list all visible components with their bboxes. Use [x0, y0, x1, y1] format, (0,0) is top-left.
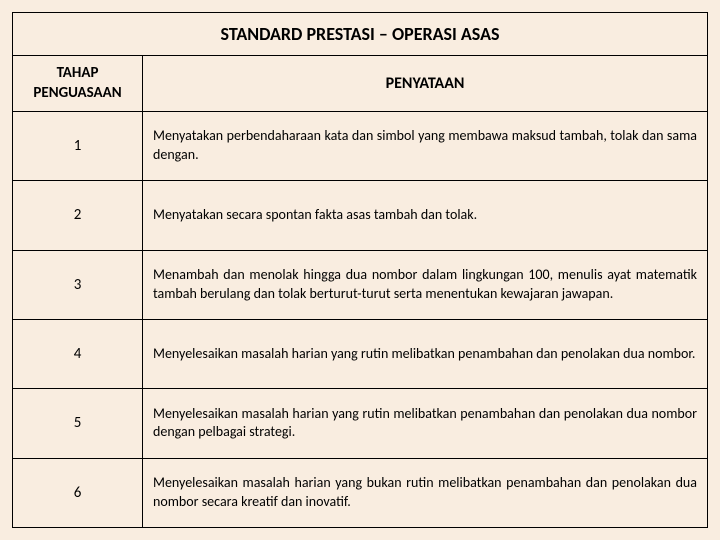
cell-description: Menyelesaikan masalah harian yang bukan …: [143, 459, 707, 527]
cell-level: 2: [13, 181, 143, 249]
table-container: STANDARD PRESTASI – OPERASI ASAS TAHAP P…: [12, 12, 708, 528]
table-title: STANDARD PRESTASI – OPERASI ASAS: [13, 13, 707, 56]
header-col1: TAHAP PENGUASAAN: [13, 56, 143, 111]
cell-level: 5: [13, 389, 143, 457]
cell-level: 1: [13, 112, 143, 180]
cell-description: Menambah dan menolak hingga dua nombor d…: [143, 251, 707, 319]
table-row: 6 Menyelesaikan masalah harian yang buka…: [13, 459, 707, 527]
table-row: 5 Menyelesaikan masalah harian yang ruti…: [13, 389, 707, 458]
table-row: 2 Menyatakan secara spontan fakta asas t…: [13, 181, 707, 250]
table-row: 4 Menyelesaikan masalah harian yang ruti…: [13, 320, 707, 389]
cell-level: 4: [13, 320, 143, 388]
cell-description: Menyatakan perbendaharaan kata dan simbo…: [143, 112, 707, 180]
cell-description: Menyelesaikan masalah harian yang rutin …: [143, 320, 707, 388]
cell-level: 6: [13, 459, 143, 527]
header-col2: PENYATAAN: [143, 56, 707, 111]
table-row: 3 Menambah dan menolak hingga dua nombor…: [13, 251, 707, 320]
cell-description: Menyelesaikan masalah harian yang rutin …: [143, 389, 707, 457]
table-row: 1 Menyatakan perbendaharaan kata dan sim…: [13, 112, 707, 181]
cell-level: 3: [13, 251, 143, 319]
cell-description: Menyatakan secara spontan fakta asas tam…: [143, 181, 707, 249]
table-header-row: TAHAP PENGUASAAN PENYATAAN: [13, 56, 707, 112]
